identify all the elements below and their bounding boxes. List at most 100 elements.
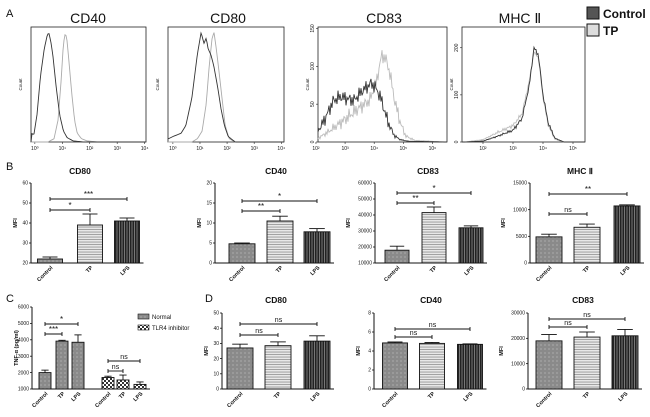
significance-label: ns bbox=[564, 207, 572, 214]
significance-label: * bbox=[278, 192, 281, 201]
y-tick-label: 50 bbox=[310, 101, 316, 107]
y-tick-label: 50000 bbox=[358, 197, 372, 203]
x-tick-label: TP bbox=[275, 265, 284, 274]
y-tick-label: 150 bbox=[310, 24, 316, 33]
histogram-a-0: CD40 Count 10⁰ 10¹ 10² 10³ 10⁴ bbox=[18, 10, 148, 152]
y-axis-label: Count bbox=[449, 78, 454, 91]
bar-control bbox=[384, 249, 410, 264]
bar-chart-d-11: CD83 MFI 0 10000 20000 30000 Control TP LPS ns ns bbox=[499, 295, 642, 409]
legend-swatch-tlr4-inhibitor bbox=[137, 324, 150, 331]
y-tick-label: 4 bbox=[368, 349, 371, 355]
plot-frame bbox=[461, 26, 586, 143]
y-axis-label: MFI bbox=[197, 218, 203, 228]
chart-title: CD80 bbox=[210, 10, 246, 26]
bar-chart-c-8: TNF-α (pg/ml) 1000 2000 3000 4000 5000 6000 Con… bbox=[14, 305, 150, 409]
bar-control bbox=[226, 347, 254, 390]
y-tick-label: 20000 bbox=[358, 245, 372, 251]
histogram-a-2: CD83 Count 10² 10³ 10⁴ 10⁵ 10⁶ 0 50 100 150 bbox=[305, 10, 448, 152]
bar-control bbox=[37, 258, 63, 264]
panel-label-a: A bbox=[6, 8, 14, 20]
y-tick-label: 20 bbox=[206, 181, 212, 187]
y-tick-label: 0 bbox=[524, 261, 527, 267]
y-tick-label: 2000 bbox=[18, 370, 29, 376]
bar-lps bbox=[303, 340, 331, 390]
chart-title: CD83 bbox=[417, 166, 439, 176]
panel-a-legend: Control TP bbox=[586, 6, 646, 38]
plot-frame bbox=[167, 26, 285, 143]
y-tick-label: 40000 bbox=[358, 213, 372, 219]
bar-lps bbox=[611, 335, 639, 390]
plot-frame bbox=[30, 26, 147, 143]
chart-title: CD83 bbox=[572, 295, 594, 305]
y-axis-label: Count bbox=[18, 78, 23, 91]
x-tick-label: Control bbox=[535, 391, 553, 409]
bar-tp bbox=[419, 342, 445, 390]
chart-title: CD40 bbox=[265, 166, 287, 176]
x-tick-label: Control bbox=[535, 265, 553, 283]
x-tick-label: 10¹ bbox=[59, 146, 67, 152]
y-tick-label: 0 bbox=[209, 261, 212, 267]
y-tick-label: 60 bbox=[22, 181, 28, 187]
x-tick-label: TP bbox=[273, 391, 282, 400]
x-tick-label: 10⁵ bbox=[400, 146, 408, 152]
chart-title: CD80 bbox=[69, 166, 91, 176]
y-axis-label: MFI bbox=[499, 346, 505, 356]
x-tick-label: 10⁴ bbox=[277, 146, 285, 152]
x-tick-label: 10⁴ bbox=[141, 146, 149, 152]
x-tick-label: LPS bbox=[120, 265, 132, 277]
y-tick-label: 40 bbox=[213, 326, 219, 332]
x-tick-label: LPS bbox=[463, 391, 475, 403]
y-tick-label: 10000 bbox=[511, 361, 525, 367]
significance-label: * bbox=[60, 315, 63, 324]
y-tick-label: 8 bbox=[368, 311, 371, 317]
y-tick-label: 30000 bbox=[511, 311, 525, 317]
x-tick-label: Control bbox=[31, 391, 49, 409]
x-tick-label: 10³ bbox=[509, 146, 517, 152]
significance-label: ns bbox=[583, 312, 591, 319]
bar-chart-b-7: MHC Ⅱ MFI 0 5000 10000 15000 Control TP LPS ns ** bbox=[501, 166, 644, 283]
significance-label: *** bbox=[49, 325, 58, 334]
significance-label: ns bbox=[112, 364, 120, 371]
significance-label: ns bbox=[410, 330, 418, 337]
y-tick-label: 200 bbox=[454, 43, 460, 52]
x-tick-label: Control bbox=[228, 265, 246, 283]
x-tick-label: 10² bbox=[223, 146, 231, 152]
y-tick-label: 3000 bbox=[18, 354, 29, 360]
x-tick-label: Control bbox=[381, 391, 399, 409]
bar-tp bbox=[421, 212, 447, 264]
significance-label: ** bbox=[412, 194, 418, 203]
y-tick-label: 40 bbox=[22, 221, 28, 227]
x-tick-label: LPS bbox=[618, 391, 630, 403]
significance-label: * bbox=[432, 184, 435, 193]
chart-title: MHC Ⅱ bbox=[567, 166, 593, 176]
x-tick-label: TP bbox=[118, 391, 127, 400]
chart-title: CD80 bbox=[265, 295, 287, 305]
x-tick-label: Control bbox=[94, 391, 112, 409]
y-tick-label: 50 bbox=[22, 201, 28, 207]
x-tick-label: TP bbox=[427, 391, 436, 400]
y-tick-label: 15 bbox=[206, 201, 212, 207]
series-line-control bbox=[462, 45, 585, 143]
chart-title: CD83 bbox=[366, 10, 402, 26]
bar-lps bbox=[458, 227, 484, 264]
bar-chart-b-6: CD83 MFI 10000 20000 30000 40000 50000 60000 Con… bbox=[346, 166, 487, 283]
chart-title: CD40 bbox=[420, 295, 442, 305]
panel-label-b: B bbox=[6, 161, 13, 173]
bar-control bbox=[382, 342, 408, 390]
x-tick-label: 10² bbox=[312, 146, 320, 152]
legend-swatch-control bbox=[586, 6, 600, 20]
series-line-tp bbox=[31, 34, 146, 143]
y-axis-label: MFI bbox=[204, 346, 210, 356]
x-tick-label: 10³ bbox=[341, 146, 349, 152]
x-tick-label: 10³ bbox=[251, 146, 259, 152]
x-tick-label: Control bbox=[36, 265, 54, 283]
bar-lps bbox=[303, 231, 331, 264]
y-tick-label: 0 bbox=[368, 387, 371, 393]
x-tick-label: LPS bbox=[310, 265, 322, 277]
significance-label: ns bbox=[120, 354, 128, 361]
y-tick-label: 20 bbox=[22, 261, 28, 267]
legend-label-normal: Normal bbox=[152, 315, 171, 321]
y-tick-label: 2 bbox=[368, 368, 371, 374]
bar-lps bbox=[71, 341, 85, 390]
